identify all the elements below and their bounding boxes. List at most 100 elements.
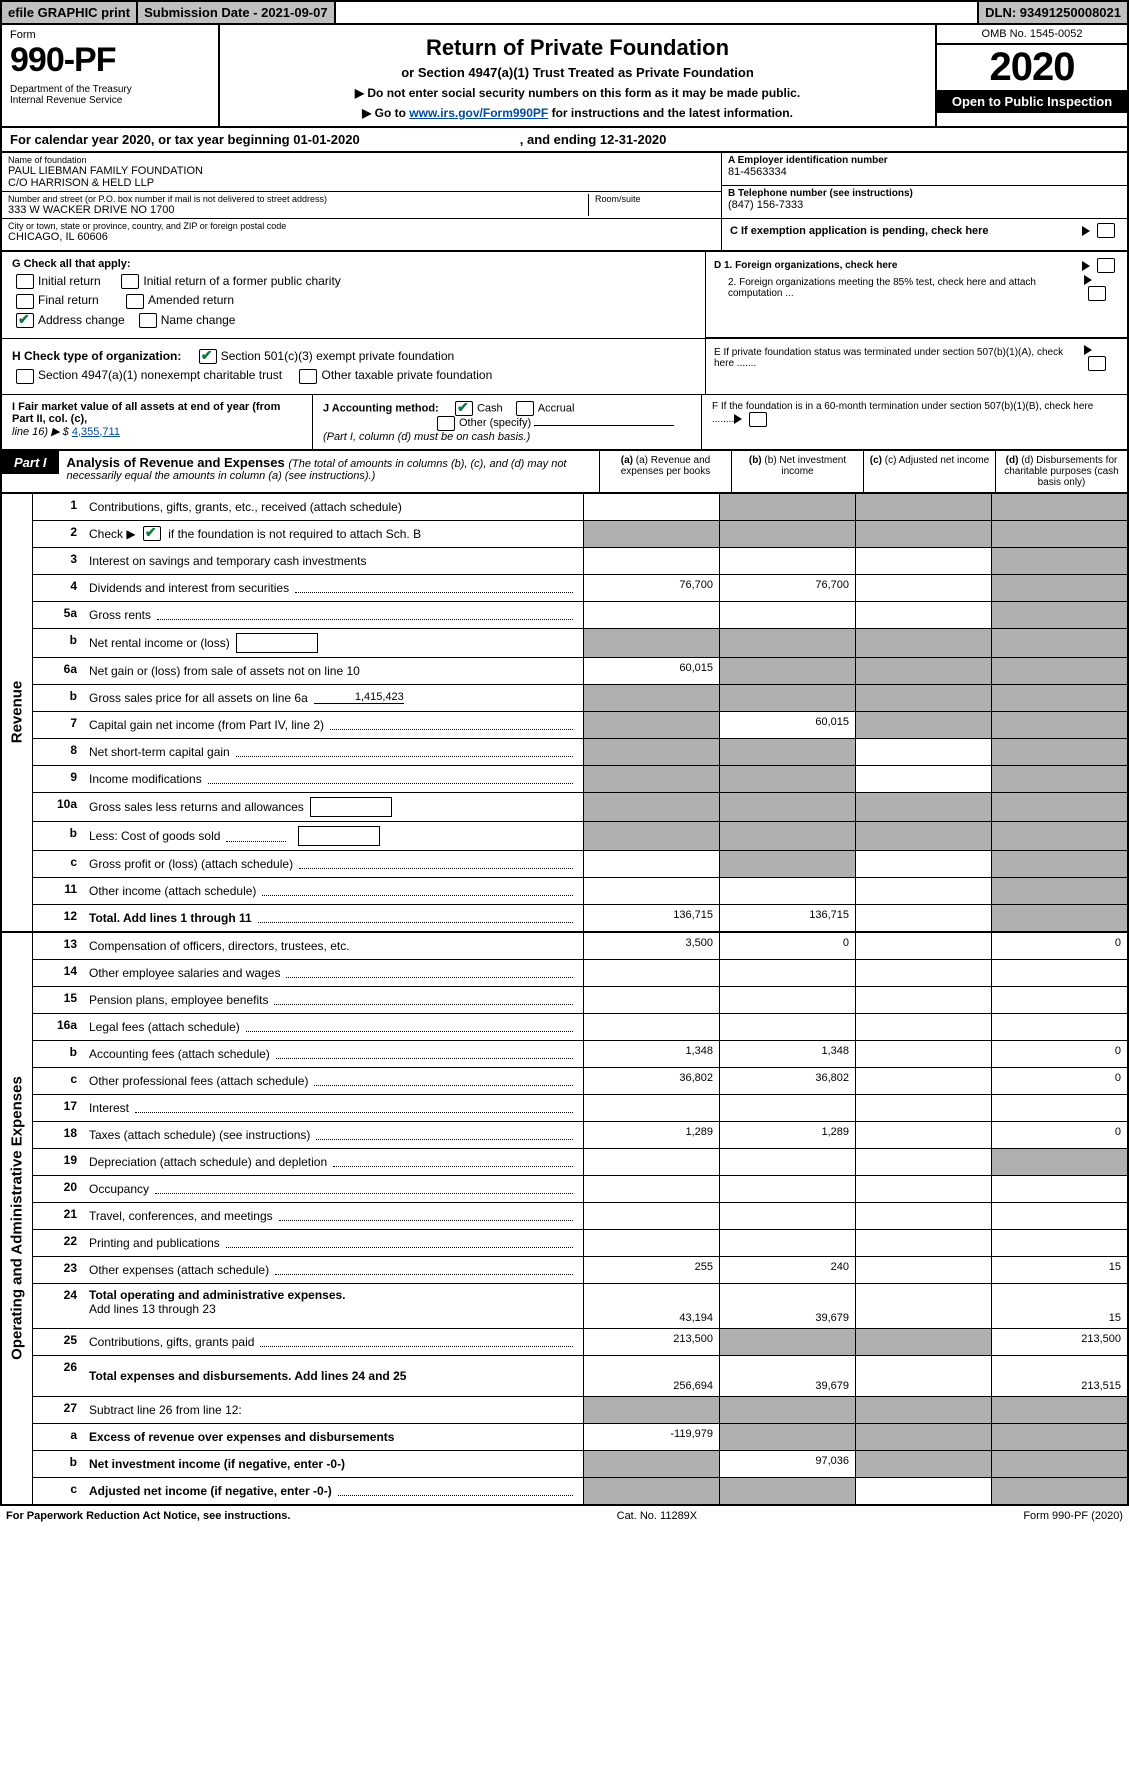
table-row: 8Net short-term capital gain xyxy=(33,739,1127,766)
arrow-icon xyxy=(734,414,742,424)
city-cell: City or town, state or province, country… xyxy=(2,219,721,245)
table-row: 15Pension plans, employee benefits xyxy=(33,987,1127,1014)
other-taxable-label: Other taxable private foundation xyxy=(321,368,492,382)
col-b-label: (b) Net investment income xyxy=(764,455,846,477)
sch-b-checkbox[interactable] xyxy=(143,526,161,541)
col-d-label: (d) Disbursements for charitable purpose… xyxy=(1004,455,1119,488)
check-g: G Check all that apply: Initial return I… xyxy=(2,252,706,338)
check-d: D 1. Foreign organizations, check here 2… xyxy=(706,252,1127,338)
form-header: Form 990-PF Department of the Treasury I… xyxy=(0,25,1129,128)
d2-checkbox[interactable] xyxy=(1088,286,1106,301)
table-row: 26Total expenses and disbursements. Add … xyxy=(33,1356,1127,1397)
address-change-checkbox[interactable] xyxy=(16,313,34,328)
gross-sales-value: 1,415,423 xyxy=(314,691,404,704)
table-row: cOther professional fees (attach schedul… xyxy=(33,1068,1127,1095)
goto-text: ▶ Go to xyxy=(362,106,409,120)
table-row: 9Income modifications xyxy=(33,766,1127,793)
amended-return-checkbox[interactable] xyxy=(126,294,144,309)
i-line: line 16) ▶ $ xyxy=(12,426,69,438)
revenue-table: Revenue 1Contributions, gifts, grants, e… xyxy=(0,494,1129,933)
efile-print-button[interactable]: efile GRAPHIC print xyxy=(2,2,138,23)
part1-desc: Analysis of Revenue and Expenses (The to… xyxy=(59,451,599,492)
c-checkbox[interactable] xyxy=(1097,223,1115,238)
table-row: bLess: Cost of goods sold xyxy=(33,822,1127,851)
gross-sales-box[interactable] xyxy=(310,797,392,817)
street-value: 333 W WACKER DRIVE NO 1700 xyxy=(8,204,588,216)
omb-number: OMB No. 1545-0052 xyxy=(937,25,1127,45)
top-bar: efile GRAPHIC print Submission Date - 20… xyxy=(0,0,1129,25)
name-change-checkbox[interactable] xyxy=(139,313,157,328)
j-label: J Accounting method: xyxy=(323,402,439,414)
table-row: 24Total operating and administrative exp… xyxy=(33,1284,1127,1329)
initial-return-label: Initial return xyxy=(38,274,101,288)
rental-income-box[interactable] xyxy=(236,633,318,653)
form-note-1: ▶ Do not enter social security numbers o… xyxy=(232,86,923,100)
f-block: F If the foundation is in a 60-month ter… xyxy=(702,395,1127,449)
final-return-checkbox[interactable] xyxy=(16,294,34,309)
g-label: G Check all that apply: xyxy=(12,258,131,270)
table-row: bAccounting fees (attach schedule)1,3481… xyxy=(33,1041,1127,1068)
street-label: Number and street (or P.O. box number if… xyxy=(8,194,588,204)
amended-return-label: Amended return xyxy=(148,293,234,307)
initial-return-checkbox[interactable] xyxy=(16,274,34,289)
address-change-label: Address change xyxy=(38,313,125,327)
col-c-label: (c) Adjusted net income xyxy=(885,455,990,466)
e-checkbox[interactable] xyxy=(1088,356,1106,371)
telephone-cell: B Telephone number (see instructions) (8… xyxy=(722,186,1127,219)
table-row: bGross sales price for all assets on lin… xyxy=(33,685,1127,712)
expenses-vertical-label: Operating and Administrative Expenses xyxy=(2,933,33,1504)
501c3-checkbox[interactable] xyxy=(199,349,217,364)
street-cell: Number and street (or P.O. box number if… xyxy=(2,192,721,219)
submission-date-button[interactable]: Submission Date - 2021-09-07 xyxy=(138,2,336,23)
city-label: City or town, state or province, country… xyxy=(8,221,715,231)
cal-year-end: , and ending 12-31-2020 xyxy=(520,132,667,147)
fmv-link[interactable]: 4,355,711 xyxy=(72,426,120,438)
col-b-header: (b) (b) Net investment income xyxy=(731,451,863,492)
table-row: 1Contributions, gifts, grants, etc., rec… xyxy=(33,494,1127,521)
table-row: 11Other income (attach schedule) xyxy=(33,878,1127,905)
table-row: bNet investment income (if negative, ent… xyxy=(33,1451,1127,1478)
footer-right: Form 990-PF (2020) xyxy=(1023,1510,1123,1522)
final-return-label: Final return xyxy=(38,293,99,307)
d1-checkbox[interactable] xyxy=(1097,258,1115,273)
calendar-year-row: For calendar year 2020, or tax year begi… xyxy=(0,128,1129,153)
page-footer: For Paperwork Reduction Act Notice, see … xyxy=(0,1506,1129,1526)
entity-info-right: A Employer identification number 81-4563… xyxy=(721,153,1127,250)
tax-year: 2020 xyxy=(937,45,1127,90)
ein-label: A Employer identification number xyxy=(728,155,1121,166)
table-row: 21Travel, conferences, and meetings xyxy=(33,1203,1127,1230)
name-change-label: Name change xyxy=(161,313,236,327)
instructions-link[interactable]: www.irs.gov/Form990PF xyxy=(409,106,548,120)
foundation-name-cell: Name of foundation PAUL LIEBMAN FAMILY F… xyxy=(2,153,721,192)
part1-tab: Part I xyxy=(2,451,59,474)
part1-header: Part I Analysis of Revenue and Expenses … xyxy=(0,451,1129,494)
name-label: Name of foundation xyxy=(8,155,715,165)
other-method-label: Other (specify) xyxy=(459,417,531,429)
check-e: E If private foundation status was termi… xyxy=(706,339,1127,394)
col-d-header: (d) (d) Disbursements for charitable pur… xyxy=(995,451,1127,492)
city-value: CHICAGO, IL 60606 xyxy=(8,231,715,243)
cash-checkbox[interactable] xyxy=(455,401,473,416)
4947-checkbox[interactable] xyxy=(16,369,34,384)
cogs-box[interactable] xyxy=(298,826,380,846)
h-label: H Check type of organization: xyxy=(12,349,181,363)
table-row: 22Printing and publications xyxy=(33,1230,1127,1257)
table-row: 12Total. Add lines 1 through 11136,71513… xyxy=(33,905,1127,931)
col-a-label: (a) Revenue and expenses per books xyxy=(621,455,711,477)
table-row: 27Subtract line 26 from line 12: xyxy=(33,1397,1127,1424)
other-taxable-checkbox[interactable] xyxy=(299,369,317,384)
f-checkbox[interactable] xyxy=(749,412,767,427)
other-method-checkbox[interactable] xyxy=(437,416,455,431)
ein-cell: A Employer identification number 81-4563… xyxy=(722,153,1127,186)
form-number: 990-PF xyxy=(10,41,210,80)
entity-info-left: Name of foundation PAUL LIEBMAN FAMILY F… xyxy=(2,153,721,250)
initial-former-label: Initial return of a former public charit… xyxy=(143,274,340,288)
tel-value: (847) 156-7333 xyxy=(728,199,1121,211)
table-row: cGross profit or (loss) (attach schedule… xyxy=(33,851,1127,878)
table-row: 13Compensation of officers, directors, t… xyxy=(33,933,1127,960)
initial-former-checkbox[interactable] xyxy=(121,274,139,289)
part1-title: Analysis of Revenue and Expenses xyxy=(67,455,289,470)
cal-year-begin: For calendar year 2020, or tax year begi… xyxy=(10,132,360,147)
accrual-checkbox[interactable] xyxy=(516,401,534,416)
form-label: Form xyxy=(10,29,210,41)
